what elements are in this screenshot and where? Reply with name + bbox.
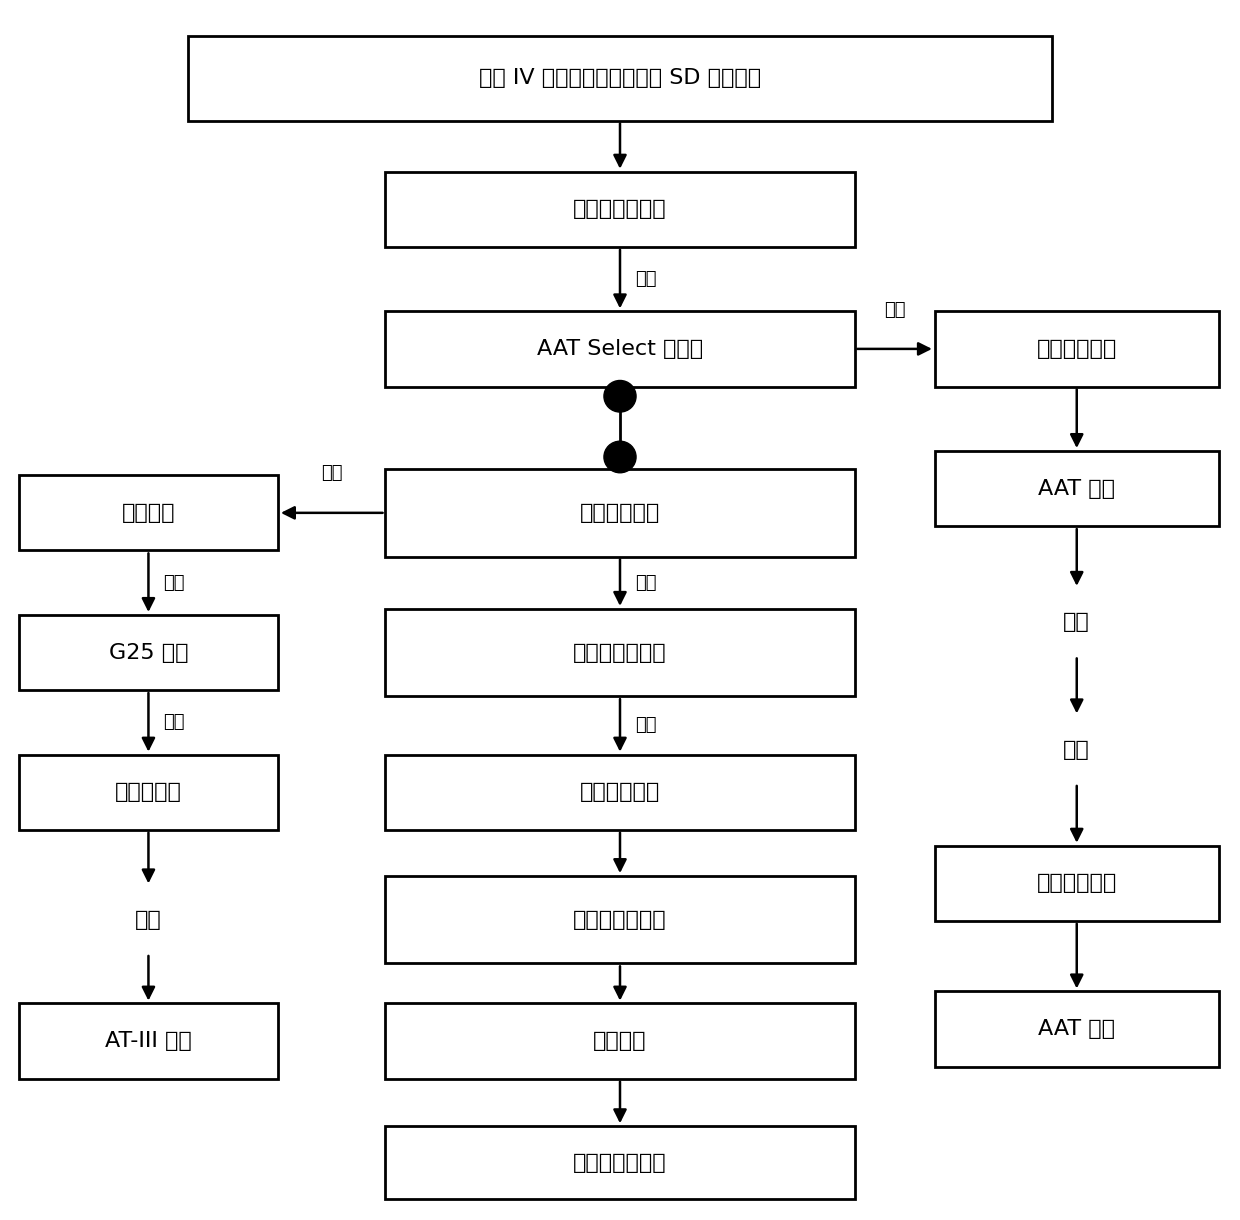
Text: 人血白蛋白原液: 人血白蛋白原液 bbox=[573, 910, 667, 930]
Text: 冻干: 冻干 bbox=[1064, 739, 1090, 760]
Text: 疏水层析: 疏水层析 bbox=[122, 503, 175, 523]
Bar bbox=[188, 35, 1052, 121]
Text: 肝素亲和层析: 肝素亲和层析 bbox=[580, 503, 660, 523]
Text: 流穿: 流穿 bbox=[164, 573, 185, 592]
Text: 阴离子交换层析: 阴离子交换层析 bbox=[573, 199, 667, 220]
Bar bbox=[386, 1126, 854, 1199]
Bar bbox=[19, 754, 278, 830]
Bar bbox=[19, 1004, 278, 1078]
Text: 人血白蛋白制剂: 人血白蛋白制剂 bbox=[573, 1153, 667, 1172]
Bar bbox=[19, 615, 278, 691]
Bar bbox=[386, 172, 854, 246]
Bar bbox=[935, 845, 1219, 921]
Text: G25 脱盐: G25 脱盐 bbox=[109, 643, 188, 662]
Text: 洗脱: 洗脱 bbox=[884, 300, 905, 318]
Text: 流穿: 流穿 bbox=[635, 573, 656, 592]
Circle shape bbox=[604, 442, 636, 473]
Bar bbox=[19, 476, 278, 550]
Bar bbox=[935, 311, 1219, 387]
Bar bbox=[386, 311, 854, 387]
Text: 洗脱: 洗脱 bbox=[635, 270, 656, 288]
Text: 流穿: 流穿 bbox=[635, 716, 656, 734]
Text: 分子排阻层析: 分子排阻层析 bbox=[580, 782, 660, 803]
Circle shape bbox=[604, 381, 636, 412]
Bar bbox=[935, 992, 1219, 1066]
Bar bbox=[386, 1004, 854, 1078]
Text: AAT 原液: AAT 原液 bbox=[1038, 478, 1115, 499]
Text: AAT 制剂: AAT 制剂 bbox=[1038, 1019, 1115, 1039]
Text: 分子排阻层析: 分子排阻层析 bbox=[1037, 339, 1117, 359]
Bar bbox=[386, 876, 854, 964]
Text: 巴氏灭活: 巴氏灭活 bbox=[593, 1031, 647, 1052]
Text: 组分 IV 沉淀经溶解、压滤后 SD 病毒灭活: 组分 IV 沉淀经溶解、压滤后 SD 病毒灭活 bbox=[479, 68, 761, 88]
Text: 冻干: 冻干 bbox=[135, 910, 161, 930]
Text: 阳离子交换层析: 阳离子交换层析 bbox=[573, 643, 667, 662]
Text: AT-III 制剂: AT-III 制剂 bbox=[105, 1031, 192, 1052]
Bar bbox=[386, 609, 854, 697]
Bar bbox=[935, 451, 1219, 526]
Text: 洗脱: 洗脱 bbox=[321, 465, 342, 482]
Bar bbox=[386, 754, 854, 830]
Text: 纳米膜过滤: 纳米膜过滤 bbox=[115, 782, 182, 803]
Text: AAT Select 亲和层: AAT Select 亲和层 bbox=[537, 339, 703, 359]
Text: 洗脱: 洗脱 bbox=[164, 714, 185, 731]
Text: 浓缩: 浓缩 bbox=[1064, 612, 1090, 632]
Bar bbox=[386, 470, 854, 556]
Text: 干热病毒灭活: 干热病毒灭活 bbox=[1037, 874, 1117, 893]
